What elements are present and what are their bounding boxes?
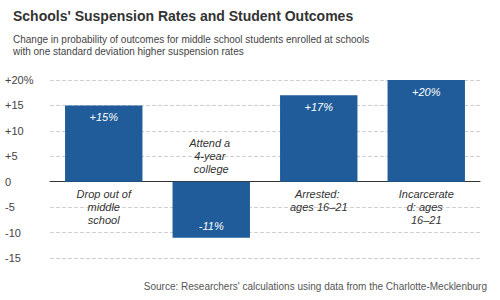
svg-text:+20%: +20% — [5, 74, 34, 86]
svg-text:+20%: +20% — [412, 86, 441, 98]
svg-text:Drop out of: Drop out of — [77, 188, 132, 200]
svg-text:0: 0 — [5, 176, 11, 188]
svg-text:-11%: -11% — [199, 220, 224, 232]
svg-text:school: school — [88, 214, 120, 226]
svg-text:+5: +5 — [5, 150, 18, 162]
svg-text:+15: +15 — [5, 99, 24, 111]
svg-text:-10: -10 — [5, 227, 21, 239]
svg-text:Source: Researchers' calculati: Source: Researchers' calculations using … — [144, 281, 487, 292]
svg-text:Schools' Suspension Rates and: Schools' Suspension Rates and Student Ou… — [13, 8, 353, 24]
svg-text:Change in probability of outco: Change in probability of outcomes for mi… — [13, 34, 372, 45]
svg-text:with one standard deviation hi: with one standard deviation higher suspe… — [12, 46, 244, 57]
svg-text:+17%: +17% — [305, 101, 334, 113]
svg-text:d: ages: d: ages — [407, 201, 446, 213]
svg-text:-5: -5 — [5, 201, 15, 213]
svg-text:middle: middle — [84, 201, 123, 213]
svg-text:-15: -15 — [5, 252, 21, 264]
svg-text:ages 16–21: ages 16–21 — [290, 201, 348, 213]
svg-text:Arrested:: Arrested: — [294, 188, 343, 200]
svg-text:4-year: 4-year — [194, 150, 228, 162]
svg-text:+10: +10 — [5, 125, 24, 137]
svg-text:+15%: +15% — [90, 111, 119, 123]
svg-text:Incarcerate: Incarcerate — [399, 188, 454, 200]
svg-text:16–21: 16–21 — [411, 214, 442, 226]
svg-text:Attend a: Attend a — [188, 137, 233, 149]
svg-text:college: college — [194, 163, 229, 175]
